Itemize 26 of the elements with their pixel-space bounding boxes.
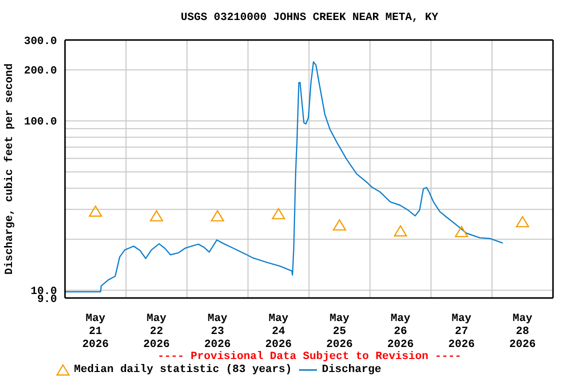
x-tick-label: May 24 2026 <box>265 313 292 351</box>
point <box>272 208 286 220</box>
legend-label: Discharge <box>322 364 382 376</box>
y-tick-label: 200.0 <box>24 66 57 78</box>
point <box>516 216 530 228</box>
y-tick-label: 100.0 <box>24 116 57 129</box>
y-axis-title: Discharge, cubic feet per second <box>2 63 16 275</box>
x-tick-label: May 25 2026 <box>326 313 353 351</box>
text: ---- Provisional Data Subject to Revision ---- <box>156 351 462 363</box>
point <box>394 225 408 237</box>
legend-label: Median daily statistic (83 years) <box>74 364 292 376</box>
y-tick-label: 300.0 <box>24 36 57 48</box>
point <box>332 219 346 231</box>
x-tick-label: May 27 2026 <box>448 313 475 351</box>
point <box>454 226 468 238</box>
x-tick-label: May 26 2026 <box>387 313 414 351</box>
x-tick-label: May 21 2026 <box>82 313 109 351</box>
point <box>210 210 224 222</box>
point <box>88 206 102 217</box>
line-series <box>65 61 504 292</box>
chart-title: USGS 03210000 JOHNS CREEK NEAR META, KY <box>180 12 440 24</box>
point <box>150 210 164 222</box>
x-tick-label: May 23 2026 <box>204 313 231 351</box>
y-tick-label: 9.0 <box>37 294 57 306</box>
x-tick-label: May 22 2026 <box>143 313 170 351</box>
x-tick-label: May 28 2026 <box>509 313 536 351</box>
